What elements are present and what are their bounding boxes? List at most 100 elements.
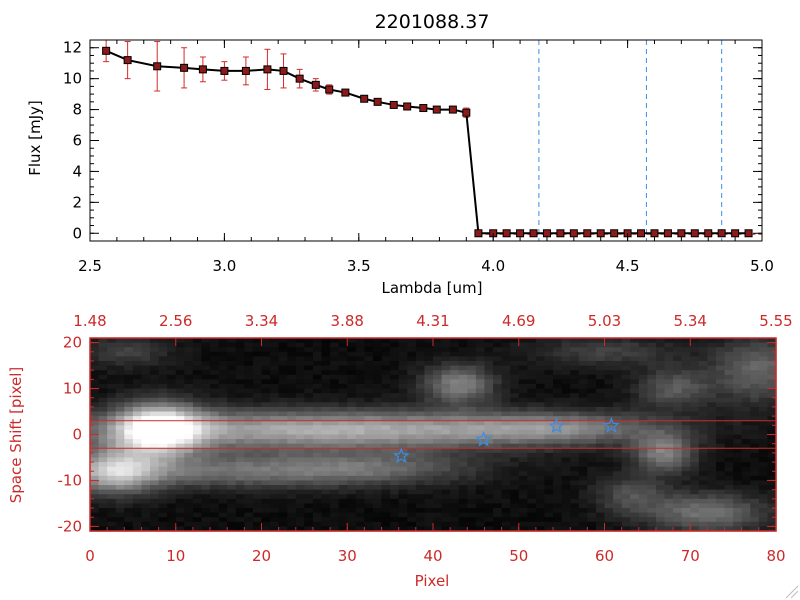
image-pixel: [115, 494, 125, 500]
image-pixel: [261, 406, 271, 413]
image-pixel: [587, 443, 597, 449]
image-pixel: [741, 485, 751, 491]
image-pixel: [535, 457, 546, 463]
image-pixel: [424, 480, 434, 486]
image-pixel: [561, 416, 571, 422]
image-pixel: [630, 475, 640, 482]
image-pixel: [561, 420, 571, 426]
image-pixel: [372, 503, 383, 509]
image-pixel: [278, 429, 288, 436]
image-pixel: [390, 379, 400, 385]
image-pixel: [381, 526, 391, 532]
image-pixel: [587, 370, 597, 376]
image-pixel: [741, 526, 751, 532]
image-pixel: [681, 397, 691, 403]
image-pixel: [698, 526, 708, 532]
image-pixel: [90, 494, 100, 500]
image-pixel: [630, 489, 640, 495]
image-pixel: [98, 379, 108, 385]
image-pixel: [364, 370, 374, 376]
image-pixel: [433, 360, 443, 367]
image-pixel: [741, 370, 751, 376]
image-pixel: [493, 462, 503, 468]
image-pixel: [681, 347, 691, 353]
image-pixel: [201, 374, 211, 380]
image-pixel: [673, 338, 683, 344]
image-pixel: [184, 425, 194, 431]
image-pixel: [150, 416, 160, 422]
image-pixel: [707, 397, 717, 403]
image-pixel: [715, 356, 726, 362]
image-pixel: [613, 494, 623, 500]
image-pixel: [295, 397, 305, 403]
image-pixel: [715, 347, 726, 353]
image-pixel: [287, 360, 297, 367]
image-pixel: [595, 475, 606, 482]
image-pixel: [433, 471, 443, 477]
image-pixel: [621, 480, 631, 486]
image-pixel: [295, 411, 305, 417]
y-tick-label: 8: [72, 101, 82, 119]
image-pixel: [655, 457, 666, 463]
image-pixel: [750, 351, 760, 357]
image-pixel: [544, 443, 554, 449]
image-pixel: [390, 526, 400, 532]
image-pixel: [90, 338, 100, 344]
image-pixel: [638, 388, 648, 394]
y-tick-label: 10: [63, 380, 82, 398]
image-pixel: [604, 517, 614, 523]
image-pixel: [587, 360, 597, 367]
image-pixel: [493, 360, 503, 367]
image-pixel: [235, 351, 245, 357]
resize-grip-icon[interactable]: [785, 585, 799, 599]
image-pixel: [192, 379, 203, 385]
image-pixel: [578, 466, 588, 472]
image-pixel: [415, 365, 426, 371]
image-pixel: [484, 347, 494, 353]
image-pixel: [595, 425, 606, 431]
image-pixel: [124, 365, 134, 371]
image-pixel: [330, 512, 340, 518]
image-pixel: [398, 494, 408, 500]
image-pixel: [570, 411, 580, 417]
image-pixel: [424, 452, 434, 459]
image-pixel: [433, 365, 443, 371]
image-pixel: [690, 388, 700, 394]
image-pixel: [218, 448, 228, 454]
image-pixel: [750, 429, 760, 436]
image-pixel: [458, 457, 468, 463]
image-pixel: [724, 471, 734, 477]
image-pixel: [347, 466, 357, 472]
image-pixel: [201, 508, 211, 514]
image-pixel: [544, 379, 554, 385]
image-pixel: [518, 429, 528, 436]
image-pixel: [407, 365, 417, 371]
image-pixel: [647, 494, 657, 500]
image-pixel: [227, 351, 237, 357]
image-pixel: [450, 521, 460, 528]
image-pixel: [261, 452, 271, 459]
image-pixel: [90, 503, 100, 509]
image-pixel: [535, 485, 546, 491]
image-pixel: [613, 429, 623, 436]
image-pixel: [613, 342, 623, 348]
image-pixel: [287, 420, 297, 426]
image-pixel: [767, 425, 777, 431]
image-pixel: [424, 338, 434, 344]
image-pixel: [510, 508, 520, 514]
image-pixel: [501, 457, 511, 463]
image-pixel: [450, 351, 460, 357]
image-pixel: [561, 521, 571, 528]
image-pixel: [347, 420, 357, 426]
image-pixel: [724, 452, 734, 459]
image-pixel: [312, 485, 323, 491]
image-pixel: [227, 480, 237, 486]
image-pixel: [287, 462, 297, 468]
image-pixel: [184, 342, 194, 348]
image-pixel: [587, 406, 597, 413]
image-pixel: [501, 347, 511, 353]
x-tick-label: 10: [166, 547, 185, 565]
image-pixel: [295, 425, 305, 431]
image-pixel: [535, 351, 546, 357]
image-pixel: [141, 411, 151, 417]
